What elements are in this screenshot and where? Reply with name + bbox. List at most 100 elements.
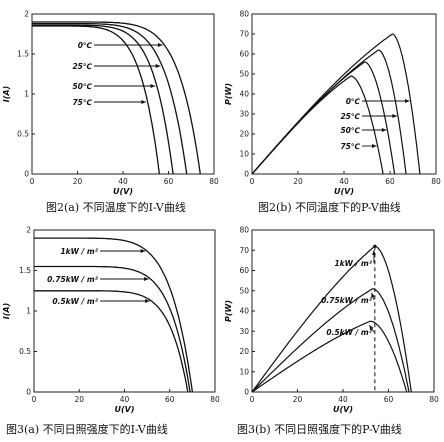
series-label: 0℃ <box>346 97 360 106</box>
plot-frame <box>251 229 435 393</box>
series-line <box>251 33 421 175</box>
label-arrowhead <box>141 100 146 104</box>
y-tick-label: 0 <box>24 170 29 179</box>
y-tick-label: 2 <box>24 10 29 19</box>
series-line <box>251 61 396 175</box>
series-label: 75℃ <box>72 98 92 107</box>
y-tick-label: 20 <box>239 130 249 139</box>
x-tick-label: 40 <box>118 177 128 186</box>
series-line <box>34 265 191 393</box>
series-line <box>34 290 189 393</box>
y-tick-label: 1.5 <box>17 50 29 59</box>
x-tick-label: 60 <box>384 395 394 404</box>
series-label: 25℃ <box>72 62 92 71</box>
y-tick-label: 0 <box>244 388 249 397</box>
x-tick-label: 20 <box>293 395 303 404</box>
x-axis-label: U(V) <box>115 405 135 414</box>
label-arrowhead <box>157 43 163 47</box>
series-label: 0.75kW / m² <box>321 296 373 305</box>
series-line <box>251 75 384 175</box>
y-axis-label: P(W) <box>224 300 233 322</box>
x-axis-label: U(V) <box>113 187 133 196</box>
y-tick-label: 0.5 <box>17 130 29 139</box>
label-arrowhead <box>381 128 387 132</box>
y-tick-label: 0 <box>26 388 31 397</box>
label-arrowhead <box>371 292 375 298</box>
series-line <box>251 49 407 175</box>
label-arrowhead <box>369 325 374 331</box>
x-axis-label: U(V) <box>334 187 354 196</box>
x-tick-label: 0 <box>32 395 37 404</box>
y-tick-label: 40 <box>239 90 249 99</box>
y-tick-label: 50 <box>239 286 249 295</box>
x-tick-label: 80 <box>209 177 219 186</box>
series-label: 0.5kW / m² <box>326 328 372 337</box>
x-tick-label: 20 <box>293 177 303 186</box>
series-label: 75℃ <box>340 142 360 151</box>
series-label: 0.75kW / m² <box>47 275 99 284</box>
y-tick-label: 40 <box>239 307 249 316</box>
label-arrowhead <box>405 99 410 103</box>
y-axis-label: I(A) <box>2 303 11 319</box>
series-line <box>34 237 194 393</box>
x-tick-label: 60 <box>165 395 175 404</box>
caption-a: 图2(a) 不同温度下的I-V曲线 <box>46 201 186 214</box>
y-tick-label: 20 <box>239 347 249 356</box>
y-tick-label: 0 <box>244 170 249 179</box>
label-arrowhead <box>372 144 377 148</box>
x-axis-label: U(V) <box>333 405 353 414</box>
chart-a: 0 20 40 60 80 0 0.5 1 1.5 2 U(V) I(A) 0℃ 25℃ 50℃ 75℃ <box>2 10 219 197</box>
y-tick-label: 70 <box>239 246 249 255</box>
x-tick-label: 80 <box>431 177 441 186</box>
y-tick-label: 50 <box>239 70 249 79</box>
x-tick-label: 0 <box>30 177 35 186</box>
label-arrowhead <box>145 299 150 303</box>
series-line <box>32 22 188 175</box>
x-tick-label: 40 <box>338 395 348 404</box>
label-arrowhead <box>392 114 397 118</box>
label-arrowhead <box>144 277 149 281</box>
x-tick-label: 0 <box>250 395 255 404</box>
mpp-point <box>373 244 377 248</box>
x-tick-label: 60 <box>385 177 395 186</box>
chart-d: 0 20 40 60 80 0 10 20 30 40 50 60 70 80 U(V) P(W) 1kW / … <box>224 226 439 415</box>
series-label: 1kW / m² <box>60 247 98 256</box>
series-line <box>32 24 174 175</box>
y-tick-label: 1.5 <box>19 266 31 275</box>
series-label: 50℃ <box>72 82 92 91</box>
y-tick-label: 60 <box>239 50 249 59</box>
y-tick-label: 1 <box>26 307 31 316</box>
y-tick-label: 80 <box>239 226 249 235</box>
caption-b: 图2(b) 不同温度下的P-V曲线 <box>258 201 401 214</box>
x-tick-label: 0 <box>250 177 255 186</box>
x-tick-label: 60 <box>164 177 174 186</box>
series-label: 0℃ <box>78 41 92 50</box>
label-arrowhead <box>155 64 161 68</box>
y-axis-label: I(A) <box>2 86 11 102</box>
y-tick-label: 60 <box>239 266 249 275</box>
chart-b: 0 20 40 60 80 0 10 20 30 40 50 60 70 80 U(V) P(W) 0℃ 25℃ 5… <box>224 10 441 197</box>
series-label: 1kW / m² <box>334 259 372 268</box>
plot-frame <box>31 13 215 175</box>
y-tick-label: 0.5 <box>19 347 31 356</box>
y-tick-label: 10 <box>239 367 249 376</box>
x-tick-label: 20 <box>73 177 83 186</box>
y-tick-label: 2 <box>26 226 31 235</box>
y-axis-label: P(W) <box>224 83 233 105</box>
series-label: 50℃ <box>340 126 360 135</box>
chart-c: 0 20 40 60 80 0 0.5 1 1.5 2 U(V) I(A) 1kW / m² 0.75kW… <box>2 226 220 415</box>
series-line <box>32 25 161 175</box>
caption-d: 图3(b) 不同日照强度下的P-V曲线 <box>237 423 402 436</box>
x-tick-label: 40 <box>120 395 130 404</box>
y-tick-label: 80 <box>239 10 249 19</box>
series-line <box>251 320 408 393</box>
y-tick-label: 10 <box>239 150 249 159</box>
x-tick-label: 80 <box>429 395 439 404</box>
y-tick-label: 30 <box>239 327 249 336</box>
y-tick-label: 70 <box>239 30 249 39</box>
y-tick-label: 30 <box>239 110 249 119</box>
series-line <box>251 288 410 393</box>
x-tick-label: 20 <box>74 395 84 404</box>
y-tick-label: 1 <box>24 90 29 99</box>
series-line <box>251 245 412 393</box>
